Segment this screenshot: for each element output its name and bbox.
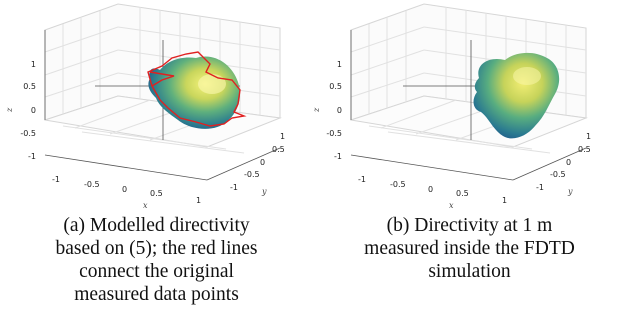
- svg-text:1: 1: [196, 196, 201, 205]
- svg-text:-1: -1: [230, 183, 238, 192]
- svg-text:-1: -1: [334, 152, 342, 161]
- z-axis-label: z: [313, 107, 321, 113]
- svg-text:-1: -1: [358, 175, 366, 184]
- svg-text:-1: -1: [28, 152, 36, 161]
- svg-text:0: 0: [428, 185, 433, 194]
- x-axis-ticks: -1 -0.5 0 0.5 1: [52, 175, 201, 205]
- z-axis-label: z: [5, 107, 14, 113]
- x-axis-label: x: [449, 201, 454, 210]
- svg-text:1: 1: [337, 60, 342, 69]
- svg-text:-0.5: -0.5: [84, 180, 100, 189]
- figure-b: 1 0.5 0 -0.5 -1 z -1 -0.5 0 0.5 1 x 1 0.…: [313, 0, 626, 332]
- svg-text:0.5: 0.5: [23, 82, 36, 91]
- z-axis-ticks: 1 0.5 0 -0.5 -1: [326, 60, 342, 161]
- y-axis-ticks: 1 0.5 0 -0.5 -1: [536, 132, 591, 192]
- y-axis-label: y: [567, 187, 573, 196]
- axis-lines: [44, 30, 281, 181]
- svg-text:-0.5: -0.5: [326, 129, 342, 138]
- svg-text:0: 0: [31, 106, 36, 115]
- svg-text:1: 1: [280, 132, 285, 141]
- svg-text:-0.5: -0.5: [550, 170, 566, 179]
- axis-lines: [350, 30, 587, 181]
- y-axis-ticks: 1 0.5 0 -0.5 -1: [230, 132, 285, 192]
- svg-text:0.5: 0.5: [150, 189, 163, 198]
- y-axis-label: y: [261, 187, 267, 196]
- svg-text:-1: -1: [52, 175, 60, 184]
- svg-text:1: 1: [586, 132, 591, 141]
- svg-text:1: 1: [502, 196, 507, 205]
- svg-text:-0.5: -0.5: [244, 170, 260, 179]
- directivity-surface-b: [473, 52, 560, 139]
- svg-text:-1: -1: [536, 183, 544, 192]
- svg-text:0: 0: [122, 185, 127, 194]
- svg-text:0: 0: [566, 158, 571, 167]
- svg-text:0.5: 0.5: [578, 145, 591, 154]
- svg-text:1: 1: [31, 60, 36, 69]
- directivity-plot-a: 1 0.5 0 -0.5 -1 z -1 -0.5 0 0.5 1 x 1 0.…: [5, 3, 285, 210]
- svg-text:0.5: 0.5: [272, 145, 285, 154]
- svg-text:0.5: 0.5: [456, 189, 469, 198]
- x-axis-ticks: -1 -0.5 0 0.5 1: [358, 175, 507, 205]
- caption-a: (a) Modelled directivity based on (5); t…: [55, 215, 258, 305]
- svg-text:0: 0: [260, 158, 265, 167]
- x-axis-label: x: [143, 201, 148, 210]
- svg-text:0.5: 0.5: [329, 82, 342, 91]
- figure-a: 1 0.5 0 -0.5 -1 z -1 -0.5 0 0.5 1 x 1 0.…: [5, 3, 285, 305]
- svg-text:-0.5: -0.5: [390, 180, 406, 189]
- directivity-plot-b: 1 0.5 0 -0.5 -1 z -1 -0.5 0 0.5 1 x 1 0.…: [313, 3, 591, 210]
- caption-b: (b) Directivity at 1 m measured inside t…: [364, 215, 575, 282]
- measured-data-lines: [147, 51, 247, 127]
- svg-text:-0.5: -0.5: [20, 129, 36, 138]
- z-axis-ticks: 1 0.5 0 -0.5 -1: [20, 60, 36, 161]
- svg-text:0: 0: [337, 106, 342, 115]
